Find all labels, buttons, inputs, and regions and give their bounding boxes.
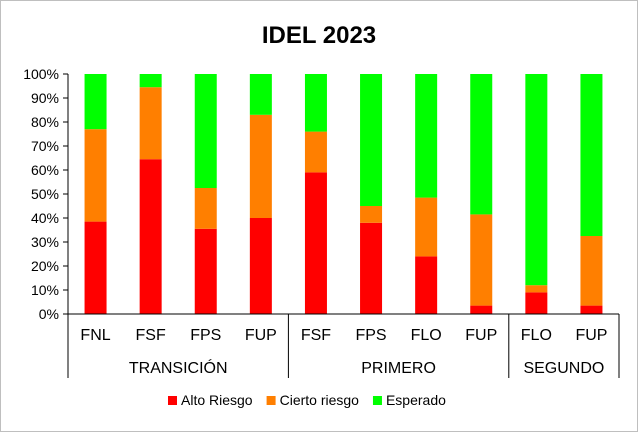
y-tick-label: 60% (31, 162, 59, 178)
y-tick-label: 30% (31, 234, 59, 250)
bar-cierto-riesgo (194, 188, 217, 229)
legend-swatch (372, 396, 382, 405)
bar-cierto-riesgo (249, 114, 272, 218)
legend-label: Alto Riesgo (181, 392, 253, 408)
x-tick-label: FPS (355, 327, 386, 344)
y-tick-label: 20% (31, 258, 59, 274)
y-tick-label: 90% (31, 90, 59, 106)
y-tick-label: 10% (31, 282, 59, 298)
bar-esperado (415, 74, 438, 198)
bar-esperado (84, 74, 107, 130)
bar-alto-riesgo (470, 305, 493, 314)
bar-esperado (249, 74, 272, 115)
bar-cierto-riesgo (470, 214, 493, 306)
bar-alto-riesgo (194, 228, 217, 314)
bar-esperado (304, 74, 327, 132)
y-tick-label: 70% (31, 138, 59, 154)
bar-cierto-riesgo (525, 285, 548, 293)
y-tick-label: 50% (31, 186, 59, 202)
legend-label: Esperado (386, 392, 446, 408)
bar-alto-riesgo (580, 305, 603, 314)
bar-esperado (360, 74, 383, 206)
bar-esperado (194, 74, 217, 188)
chart-title: IDEL 2023 (262, 22, 376, 49)
y-tick-label: 40% (31, 210, 59, 226)
bar-cierto-riesgo (139, 87, 162, 160)
bars (84, 74, 603, 314)
x-tick-label: FUP (575, 327, 607, 344)
bar-cierto-riesgo (580, 236, 603, 306)
bar-alto-riesgo (360, 222, 383, 314)
bar-cierto-riesgo (304, 131, 327, 173)
x-axis: FNL FSF FPS FUP FSF FPS FLO FUP FLO FUP TRANSICIÓN… (67, 313, 620, 378)
bar-alto-riesgo (304, 172, 327, 314)
y-tick-label: 80% (31, 114, 59, 130)
bar-esperado (580, 74, 603, 236)
x-tick-label: FLO (521, 327, 552, 344)
x-tick-label: FLO (411, 327, 442, 344)
x-tick-label: FSF (301, 327, 331, 344)
group-label: TRANSICIÓN (129, 358, 228, 377)
legend-swatch (168, 396, 177, 405)
bar-cierto-riesgo (415, 197, 438, 257)
bar-esperado (470, 74, 493, 215)
bar-alto-riesgo (249, 218, 272, 314)
bar-esperado (139, 74, 162, 88)
x-tick-label: FSF (136, 327, 166, 344)
bar-esperado (525, 74, 548, 286)
bar-cierto-riesgo (360, 206, 383, 223)
bar-alto-riesgo (415, 256, 438, 314)
x-tick-label: FPS (190, 327, 221, 344)
bar-alto-riesgo (139, 159, 162, 314)
bar-cierto-riesgo (84, 129, 107, 222)
x-tick-label: FUP (465, 327, 497, 344)
y-axis: 0% 10% 20% 30% 40% 50% 60% 70% 80% 90% 100% (23, 66, 69, 322)
legend: Alto Riesgo Cierto riesgo Esperado (168, 392, 446, 408)
y-tick-label: 100% (23, 66, 59, 82)
bar-alto-riesgo (525, 292, 548, 314)
y-tick-label: 0% (39, 306, 59, 322)
bar-alto-riesgo (84, 221, 107, 314)
legend-label: Cierto riesgo (280, 392, 360, 408)
x-tick-label: FUP (245, 327, 277, 344)
group-label: SEGUNDO (523, 360, 604, 377)
x-tick-label: FNL (80, 327, 110, 344)
group-label: PRIMERO (361, 360, 436, 377)
legend-swatch (266, 396, 276, 405)
